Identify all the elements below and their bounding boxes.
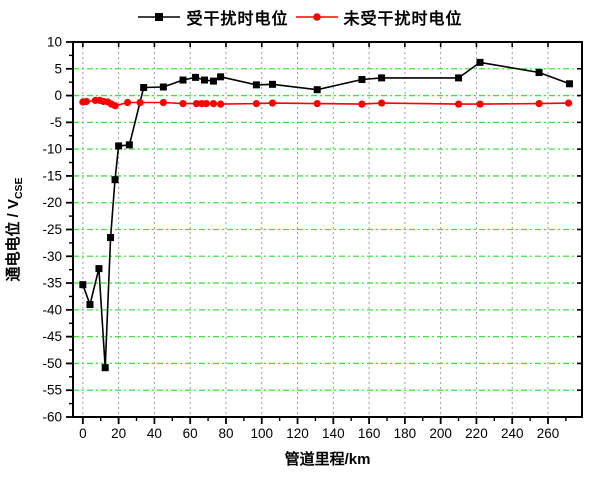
y-tick-label: -55 — [42, 383, 62, 398]
x-tick-label: 180 — [394, 426, 417, 441]
data-point-circle — [209, 100, 218, 108]
data-point-square — [565, 80, 573, 88]
legend-label-disturbed: 受干扰时电位 — [186, 11, 289, 28]
y-tick-label: -25 — [42, 222, 62, 237]
legend-item-disturbed: 受干扰时电位 — [137, 5, 288, 29]
data-point-square — [111, 176, 119, 184]
data-point-circle — [111, 102, 119, 110]
series-undisturbed — [79, 96, 573, 110]
y-tick-label: -60 — [42, 410, 62, 425]
data-point-circle — [313, 100, 321, 108]
data-point-circle — [564, 99, 573, 107]
data-point-circle — [268, 99, 277, 107]
data-point-circle — [358, 100, 366, 108]
mirror-ticks — [82, 42, 582, 392]
y-tick-label: -15 — [42, 168, 62, 183]
data-point-circle — [217, 100, 225, 108]
y-tick-label: -30 — [42, 249, 62, 264]
x-tick-label: 220 — [465, 426, 488, 441]
data-point-square — [125, 141, 133, 149]
y-tick-label: 5 — [54, 61, 62, 76]
data-point-circle — [136, 98, 144, 107]
legend-sample-red-circle-icon — [295, 13, 338, 21]
data-point-square — [101, 364, 109, 372]
legend-sample-black-square-icon — [138, 13, 181, 21]
data-point-circle — [252, 100, 260, 108]
y-axis-title: 通电电位 / VCSE — [4, 177, 25, 281]
legend-item-undisturbed: 未受干扰时电位 — [295, 5, 463, 29]
data-point-square — [179, 76, 187, 84]
x-tick-label: 80 — [218, 426, 233, 441]
chart-legend: 受干扰时电位 未受干扰时电位 — [0, 5, 600, 29]
data-point-circle — [476, 100, 484, 108]
data-point-square — [192, 73, 200, 81]
y-tick-label: 10 — [47, 35, 62, 50]
data-point-square — [140, 84, 148, 92]
x-axis-ticks — [81, 417, 567, 424]
data-point-square — [313, 86, 321, 94]
y-tick-label: -35 — [42, 276, 62, 291]
x-tick-label: 120 — [286, 426, 309, 441]
legend-label-undisturbed: 未受干扰时电位 — [343, 11, 463, 28]
data-point-square — [107, 234, 115, 242]
x-tick-label: 60 — [183, 426, 198, 441]
data-point-square — [252, 81, 260, 89]
x-tick-label: 160 — [358, 426, 381, 441]
data-point-square — [115, 142, 123, 150]
data-point-square — [476, 58, 484, 66]
x-tick-label: 200 — [429, 426, 452, 441]
data-point-square — [159, 83, 167, 91]
data-point-circle — [82, 97, 91, 106]
data-point-square — [378, 74, 386, 82]
data-point-square — [86, 301, 94, 308]
data-point-square — [79, 281, 87, 289]
data-point-circle — [535, 100, 543, 108]
x-tick-label: 0 — [79, 426, 87, 441]
data-point-circle — [378, 99, 386, 107]
data-point-circle — [454, 100, 463, 108]
x-tick-label: 40 — [147, 426, 162, 441]
data-point-circle — [202, 100, 210, 108]
data-point-square — [95, 265, 103, 273]
y-axis-ticks — [66, 41, 73, 418]
x-tick-label: 140 — [322, 426, 345, 441]
data-point-circle — [179, 100, 187, 108]
data-point-square — [268, 80, 276, 88]
x-tick-label: 20 — [111, 426, 126, 441]
y-tick-labels: 10 5 0 -5 -10 -15 -20 -25 -30 -35 -40 -45 -50 -55 -60 — [42, 35, 62, 425]
x-tick-label: 100 — [250, 426, 273, 441]
x-tick-label: 260 — [537, 426, 560, 441]
x-axis-title: 管道里程/km — [285, 450, 371, 468]
x-tick-labels: 0 20 40 60 80 100 120 140 160 180 200 220 240 260 — [79, 426, 559, 441]
data-point-square — [209, 77, 217, 85]
data-point-circle — [192, 100, 201, 108]
data-point-square — [217, 73, 225, 81]
data-point-circle — [159, 98, 167, 107]
y-tick-label: -45 — [42, 329, 62, 344]
data-point-circle — [123, 98, 132, 107]
data-point-square — [358, 76, 366, 83]
y-tick-label: -20 — [42, 195, 62, 210]
y-tick-label: -5 — [50, 115, 62, 130]
y-tick-label: -40 — [42, 302, 62, 317]
series-disturbed — [79, 58, 573, 372]
y-tick-label: 0 — [54, 88, 62, 103]
x-tick-label: 240 — [501, 426, 524, 441]
data-point-square — [535, 69, 543, 77]
y-tick-label: -50 — [42, 356, 62, 371]
data-point-square — [200, 76, 208, 84]
y-tick-label: -10 — [42, 142, 62, 157]
data-point-square — [455, 74, 463, 82]
y-gridlines — [73, 68, 582, 391]
